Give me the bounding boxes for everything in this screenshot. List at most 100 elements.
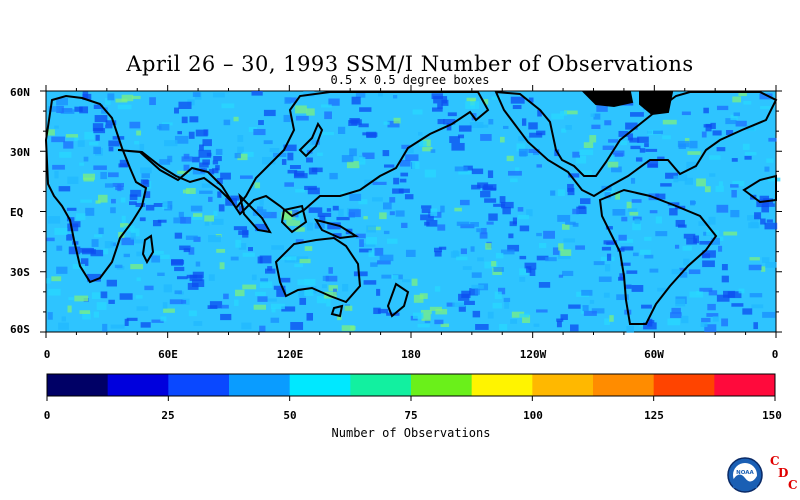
- density-cell: [283, 144, 297, 152]
- density-cell: [128, 201, 137, 206]
- density-cell: [730, 209, 740, 218]
- density-cell: [687, 151, 701, 155]
- density-cell: [135, 202, 146, 207]
- density-cell: [163, 308, 175, 313]
- density-cell: [358, 157, 366, 165]
- density-cell: [606, 241, 615, 245]
- density-cell: [178, 211, 184, 218]
- colorbar-segment: [107, 374, 169, 396]
- density-cell: [561, 128, 567, 133]
- density-cell: [324, 111, 332, 120]
- density-cell: [649, 210, 658, 214]
- density-cell: [383, 121, 390, 125]
- density-cell: [157, 219, 167, 223]
- density-cell: [469, 121, 484, 129]
- density-cell: [405, 249, 416, 257]
- density-cell: [725, 118, 737, 125]
- density-cell: [52, 164, 65, 170]
- density-cell: [762, 311, 776, 318]
- density-cell: [404, 194, 414, 200]
- density-cell: [620, 140, 628, 146]
- density-cell: [235, 239, 242, 248]
- density-cell: [295, 212, 303, 221]
- density-cell: [562, 270, 574, 277]
- density-cell: [619, 239, 633, 243]
- density-cell: [417, 131, 423, 136]
- density-cell: [593, 113, 601, 120]
- density-cell: [529, 132, 543, 138]
- density-cell: [743, 100, 752, 105]
- density-cell: [341, 325, 355, 331]
- colorbar-segment: [289, 374, 351, 396]
- density-cell: [684, 177, 694, 185]
- density-cell: [157, 272, 165, 277]
- density-cell: [295, 105, 307, 114]
- density-cell: [251, 274, 257, 281]
- density-cell: [731, 158, 738, 162]
- density-cell: [572, 222, 579, 227]
- density-cell: [265, 268, 276, 274]
- density-cell: [470, 222, 479, 227]
- density-cell: [606, 253, 612, 261]
- density-cell: [430, 149, 436, 153]
- density-cell: [136, 251, 143, 257]
- logo-letter-c2: C: [788, 478, 798, 492]
- density-cell: [412, 161, 420, 169]
- density-cell: [756, 199, 769, 208]
- density-cell: [48, 288, 61, 296]
- density-cell: [437, 224, 446, 231]
- density-cell: [631, 199, 642, 203]
- density-cell: [689, 291, 704, 298]
- density-cell: [479, 232, 488, 239]
- density-cell: [93, 311, 100, 318]
- density-cell: [54, 125, 59, 129]
- density-cell: [304, 246, 313, 251]
- density-cell: [212, 160, 219, 165]
- density-cell: [560, 249, 572, 256]
- density-cell: [618, 276, 625, 281]
- density-cell: [494, 291, 502, 300]
- colorbar-label-25: 25: [161, 409, 175, 422]
- density-cell: [46, 278, 51, 284]
- density-cell: [568, 173, 580, 178]
- density-cell: [764, 166, 770, 172]
- density-cell: [119, 159, 129, 167]
- density-cell: [100, 291, 108, 299]
- density-cell: [68, 297, 74, 301]
- density-cell: [321, 104, 332, 108]
- density-cell: [519, 276, 526, 282]
- density-cell: [241, 322, 252, 330]
- density-cell: [326, 208, 332, 212]
- lat-label-30s: 30S: [10, 266, 30, 279]
- density-cell: [123, 253, 130, 258]
- density-cell: [721, 264, 728, 271]
- density-cell: [426, 219, 438, 227]
- density-cell: [158, 123, 170, 131]
- density-cell: [329, 172, 338, 180]
- density-cell: [54, 170, 59, 179]
- density-cell: [557, 214, 571, 222]
- density-cell: [575, 155, 587, 164]
- density-cell: [47, 216, 61, 224]
- density-cell: [92, 123, 104, 132]
- density-cell: [105, 120, 117, 126]
- density-cell: [689, 140, 698, 149]
- density-cell: [536, 255, 549, 261]
- density-cell: [208, 274, 215, 281]
- density-cell: [395, 210, 405, 217]
- density-cell: [131, 239, 146, 244]
- density-cell: [379, 254, 394, 262]
- density-cell: [528, 122, 538, 130]
- density-cell: [466, 97, 476, 102]
- density-cell: [239, 175, 253, 179]
- density-cell: [486, 221, 494, 225]
- density-cell: [510, 319, 518, 324]
- density-cell: [218, 204, 225, 212]
- density-cell: [259, 325, 266, 332]
- density-cell: [130, 232, 136, 240]
- density-cell: [47, 312, 53, 320]
- density-cell: [383, 164, 395, 168]
- density-cell: [377, 91, 383, 97]
- density-cell: [295, 227, 305, 232]
